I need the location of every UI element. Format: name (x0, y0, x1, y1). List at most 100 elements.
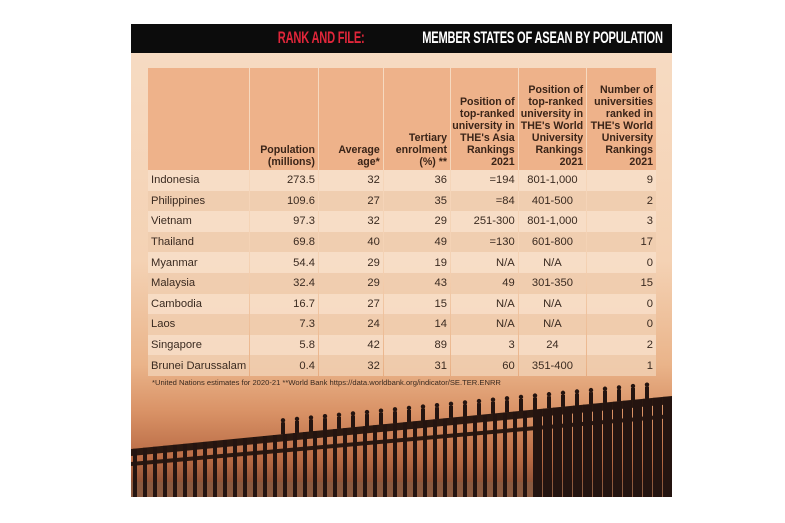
bridge-post (523, 410, 527, 497)
value-cell: 27 (318, 190, 383, 212)
value-cell: N/A (451, 293, 518, 315)
value-cell: 2 (587, 190, 656, 212)
person-silhouette (365, 414, 369, 427)
value-cell: 601-800 (518, 231, 587, 253)
table-row: Laos 7.3 24 14 N/A N/A 0 (148, 314, 656, 335)
person-silhouette (393, 411, 397, 424)
value-cell: 0 (587, 252, 656, 273)
title-rest: MEMBER STATES OF ASEAN BY POPULATION (422, 29, 664, 47)
person-silhouette (547, 396, 551, 409)
value-cell: 301-350 (518, 272, 587, 294)
bridge-post (413, 421, 417, 497)
bridge-post (353, 427, 357, 497)
person-silhouette (351, 415, 355, 428)
bridge-post (383, 424, 387, 497)
person-silhouette (295, 420, 299, 433)
bridge-post (223, 439, 227, 497)
person-silhouette (463, 404, 467, 417)
person-silhouette (589, 392, 593, 405)
country-cell: Brunei Darussalam (148, 355, 250, 376)
bridge-post (503, 412, 507, 497)
value-cell: 49 (451, 272, 518, 294)
bridge-post (373, 425, 377, 497)
value-cell: 7.3 (250, 314, 318, 335)
person-head (462, 400, 468, 405)
bridge-post (293, 433, 297, 497)
bridge-silhouette-image (131, 382, 672, 497)
person-head (588, 387, 594, 393)
person-silhouette (645, 386, 649, 399)
person-head (406, 405, 412, 411)
bridge-post (533, 409, 542, 497)
bridge-post (473, 415, 477, 497)
person-silhouette (505, 400, 509, 413)
value-cell: 32 (318, 170, 383, 191)
bridge-post (483, 414, 487, 497)
country-cell: Philippines (148, 190, 250, 212)
bridge-post (623, 400, 632, 497)
bridge-post (333, 429, 337, 497)
value-cell: 17 (587, 231, 656, 253)
bridge-post (513, 411, 517, 497)
column-header: Average age* (318, 68, 383, 170)
person-head (490, 397, 496, 402)
country-cell: Laos (148, 314, 250, 335)
value-cell: 15 (587, 272, 656, 294)
table-row: Cambodia 16.7 27 15 N/A N/A 0 (148, 293, 656, 315)
bridge-post (243, 438, 247, 497)
value-cell: 60 (451, 355, 518, 376)
column-header: Position of top-ranked university in THE… (451, 68, 518, 170)
bridge-post (323, 430, 327, 497)
value-cell: 401-500 (518, 190, 587, 212)
bridge-post (633, 399, 642, 497)
value-cell: 1 (587, 355, 656, 376)
value-cell: 273.5 (250, 170, 318, 191)
bridge-post (603, 402, 612, 497)
person-silhouette (519, 398, 523, 411)
person-head (532, 393, 538, 398)
bridge-post (453, 417, 457, 497)
bridge-post (303, 432, 307, 497)
column-header: Population (millions) (250, 68, 318, 170)
value-cell: 29 (383, 211, 450, 232)
person-silhouette (281, 422, 285, 435)
value-cell: =130 (451, 231, 518, 253)
value-cell: 0 (587, 293, 656, 315)
country-cell: Singapore (148, 334, 250, 356)
country-cell: Myanmar (148, 252, 250, 273)
bridge-post (553, 407, 562, 497)
value-cell: 54.4 (250, 252, 318, 273)
bridge-post (583, 404, 592, 497)
value-cell: 31 (383, 355, 450, 376)
bridge-post (643, 398, 652, 497)
person-head (294, 416, 300, 422)
table-row: Thailand 69.8 40 49 =130 601-800 17 (148, 231, 656, 253)
value-cell: =84 (451, 190, 518, 212)
person-head (322, 413, 328, 419)
person-silhouette (575, 393, 579, 406)
footnote: *United Nations estimates for 2020-21 **… (152, 378, 501, 387)
person-head (448, 401, 454, 407)
value-cell: 36 (383, 170, 450, 191)
bridge-post (543, 408, 552, 497)
value-cell: N/A (451, 314, 518, 335)
bridge-post (663, 396, 672, 497)
bridge-post (493, 413, 497, 497)
value-cell: N/A (451, 252, 518, 273)
value-cell: 3 (587, 211, 656, 232)
title: RANK AND FILE: MEMBER STATES OF ASEAN BY… (258, 24, 672, 53)
person-head (308, 415, 314, 420)
person-silhouette (421, 408, 425, 421)
person-silhouette (379, 412, 383, 425)
column-header (148, 68, 250, 170)
value-cell: 14 (383, 314, 450, 335)
person-silhouette (435, 407, 439, 420)
person-head (546, 392, 552, 397)
value-cell: 15 (383, 293, 450, 315)
value-cell: 3 (451, 334, 518, 356)
value-cell: 16.7 (250, 293, 318, 315)
bridge-post (183, 443, 187, 497)
person-head (336, 412, 342, 418)
bridge-post (613, 401, 622, 497)
bridge-post (173, 444, 177, 497)
